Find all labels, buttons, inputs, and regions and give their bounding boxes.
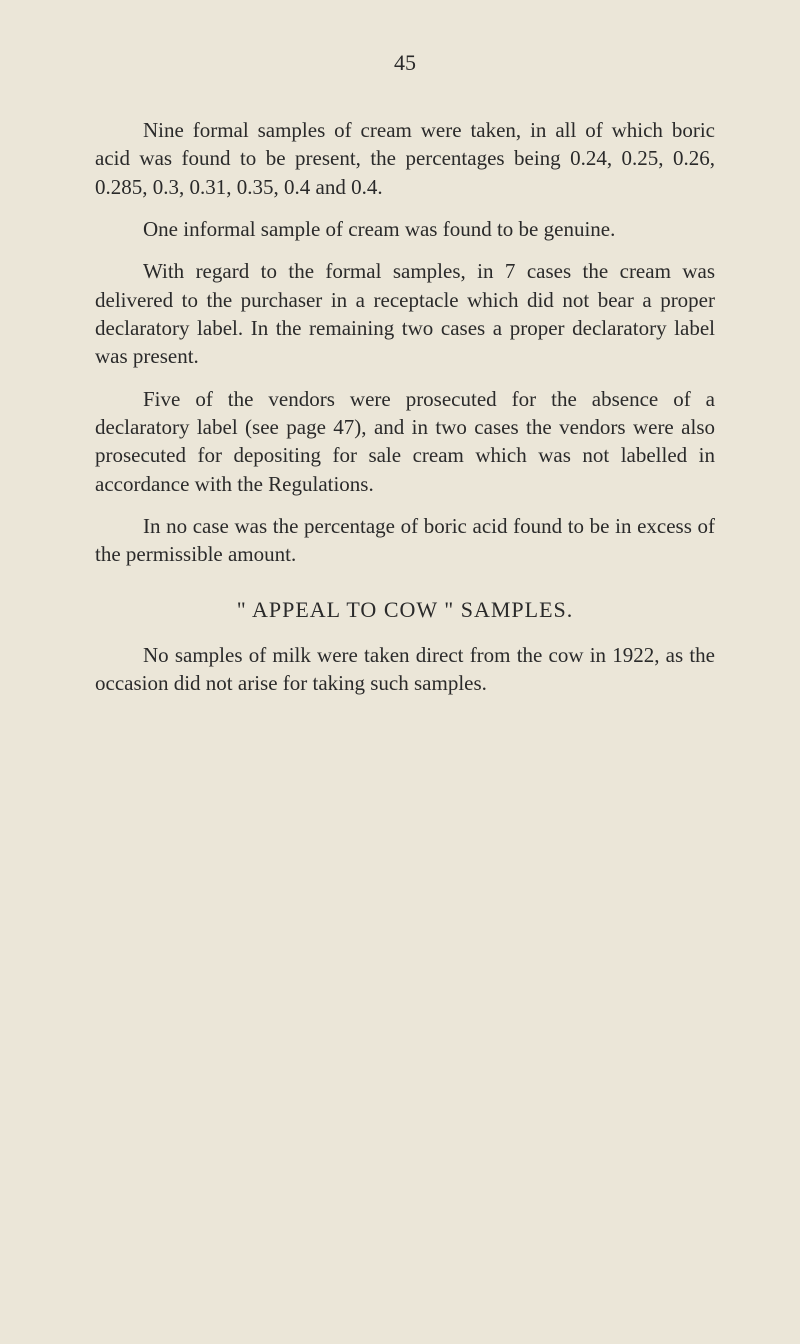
body-paragraph: Five of the vendors were prosecuted for …: [95, 385, 715, 498]
body-paragraph: With regard to the formal samples, in 7 …: [95, 257, 715, 370]
body-paragraph: Nine formal samples of cream were taken,…: [95, 116, 715, 201]
page-number: 45: [95, 50, 715, 76]
body-paragraph: In no case was the percentage of boric a…: [95, 512, 715, 569]
body-paragraph: One informal sample of cream was found t…: [95, 215, 715, 243]
section-heading: " APPEAL TO COW " SAMPLES.: [95, 597, 715, 623]
body-paragraph: No samples of milk were taken direct fro…: [95, 641, 715, 698]
